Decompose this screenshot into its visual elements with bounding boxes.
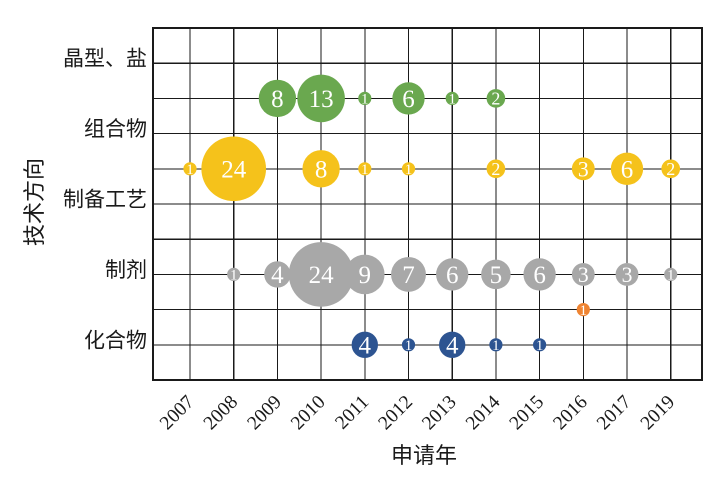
bubble-value-label: 1: [405, 162, 413, 178]
bubble-value-label: 1: [361, 92, 369, 108]
bubble-value-label: 1: [405, 338, 413, 354]
y-tick-label: 组合物: [84, 117, 147, 141]
bubble-value-label: 1: [186, 162, 194, 178]
bubble-value-label: 7: [402, 262, 415, 289]
bubble-gray-2008: [227, 267, 241, 281]
x-tick-label: 2008: [200, 392, 242, 434]
bubble-value-label: 1: [361, 162, 369, 178]
bubble-value-label: 4: [446, 332, 459, 359]
bubble-value-label: 5: [490, 262, 503, 289]
bubble-value-label: 13: [309, 86, 334, 113]
bubble-value-label: 2: [491, 159, 500, 179]
bubble-value-label: 6: [533, 262, 546, 289]
bubble-value-label: 1: [667, 268, 675, 284]
bubble-orange-2016: [576, 303, 590, 317]
y-tick-label: 晶型、盐: [63, 47, 147, 71]
bubble-value-label: 8: [315, 156, 328, 183]
bubble-value-label: 24: [221, 156, 247, 183]
bubble-value-label: 1: [448, 92, 456, 108]
y-tick-label: 制备工艺: [63, 188, 147, 212]
y-axis-title: 技术方向: [22, 157, 47, 247]
bubble-value-label: 2: [491, 89, 500, 109]
bubble-value-label: 1: [580, 303, 588, 319]
x-tick-label: 2013: [418, 392, 460, 434]
bubble-yellow-2012: [401, 162, 416, 176]
bubble-blue-2011: [351, 331, 378, 358]
bubble-yellow-2017: [610, 152, 644, 185]
bubble-yellow-2007: [183, 162, 197, 176]
x-axis-title: 申请年: [390, 443, 458, 468]
bubble-value-label: 4: [271, 262, 284, 289]
x-tick-label: 2010: [287, 392, 329, 434]
bubble-value-label: 9: [359, 262, 372, 289]
bubble-value-label: 6: [402, 86, 415, 113]
x-tick-label: 2016: [549, 392, 592, 435]
bubble-value-label: 8: [271, 86, 284, 113]
bubble-green-2013: [445, 91, 459, 105]
bubble-blue-2015: [533, 338, 547, 352]
bubble-blue-2014: [489, 338, 503, 352]
y-tick-label: 制剂: [105, 258, 147, 282]
bubble-yellow-2014: [486, 159, 506, 179]
bubble-value-label: 3: [578, 157, 589, 181]
bubble-value-label: 1: [536, 338, 544, 354]
bubble-gray-2016: [571, 262, 595, 286]
bubble-yellow-2010: [302, 150, 340, 188]
bubble-value-label: 2: [666, 159, 675, 179]
x-tick-label: 2009: [244, 392, 286, 434]
bubble-gray-2015: [523, 258, 556, 291]
x-tick-label: 2007: [156, 392, 199, 435]
bubble-value-label: 4: [359, 332, 372, 359]
bubble-yellow-2011: [358, 162, 372, 176]
bubble-blue-2012: [401, 338, 416, 352]
x-tick-label: 2012: [375, 392, 417, 434]
bubble-value-label: 1: [492, 338, 500, 354]
x-tick-label: 2015: [506, 392, 548, 434]
bubble-gray-2019: [664, 267, 678, 281]
bubble-value-label: 1: [230, 268, 238, 284]
bubble-gray-2012: [391, 256, 426, 292]
y-tick-label: 化合物: [84, 328, 147, 352]
bubble-value-label: 3: [622, 263, 633, 287]
bubble-gray-2017: [615, 262, 639, 286]
bubble-yellow-2008: [201, 136, 267, 202]
bubble-green-2014: [486, 89, 506, 108]
x-tick-label: 2014: [462, 392, 505, 435]
bubble-value-label: 6: [621, 156, 634, 183]
bubble-gray-2009: [264, 261, 291, 288]
bubble-blue-2013: [439, 331, 466, 358]
bubble-gray-2010: [288, 242, 354, 307]
x-tick-label: 2019: [637, 392, 679, 434]
x-tick-label: 2011: [331, 392, 373, 434]
bubble-gray-2013: [436, 258, 469, 291]
bubble-green-2009: [258, 79, 297, 118]
plot-frame: [152, 27, 703, 381]
bubble-green-2011: [358, 91, 372, 105]
bubble-yellow-2019: [661, 159, 681, 179]
x-tick-label: 2017: [593, 392, 636, 435]
bubble-green-2010: [297, 74, 345, 123]
bubble-value-label: 24: [309, 262, 335, 289]
bubble-gray-2014: [481, 259, 511, 290]
bubble-value-label: 3: [578, 263, 589, 287]
bubble-yellow-2016: [571, 157, 595, 181]
bubble-gray-2011: [345, 254, 385, 295]
bubble-green-2012: [392, 82, 425, 115]
bubble-value-label: 6: [446, 262, 459, 289]
